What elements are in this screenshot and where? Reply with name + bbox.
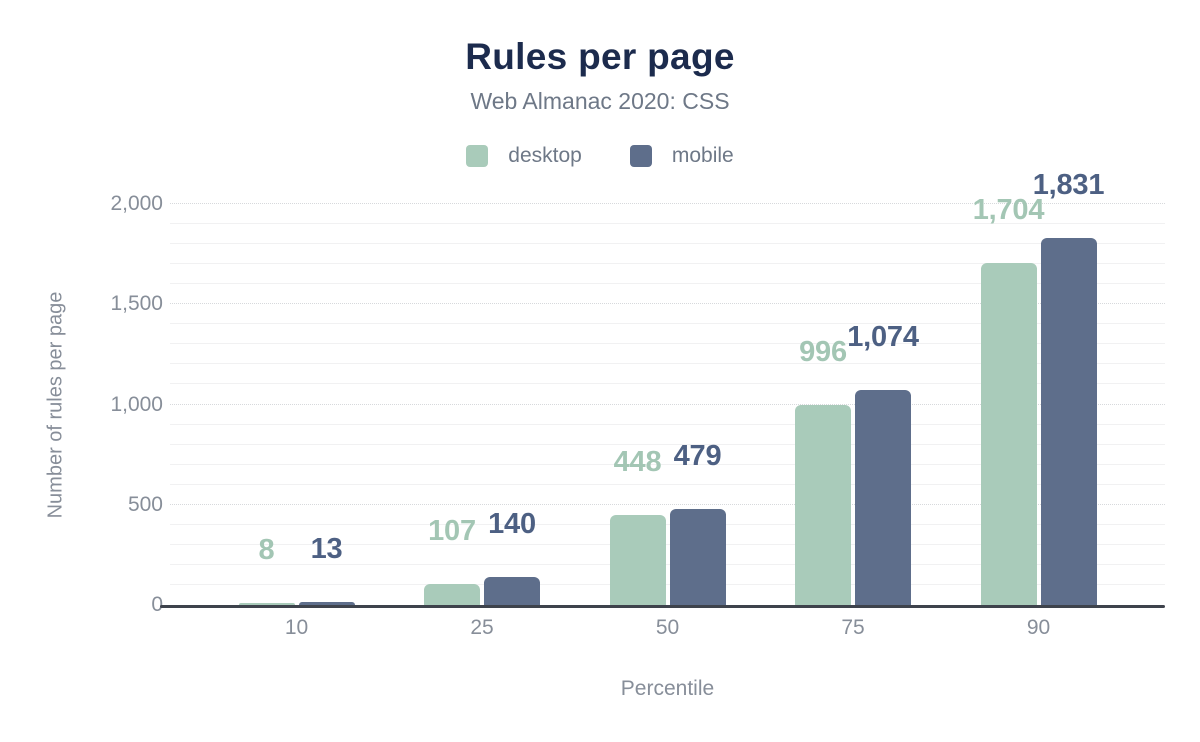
value-label-mobile-p90: 1,831 [1032,168,1105,201]
value-label-mobile-p10: 13 [310,533,343,566]
x-axis-line [160,605,1165,608]
minor-gridline [170,223,1165,225]
minor-gridline [170,523,1165,525]
x-tick-label: 25 [470,616,494,639]
bar-desktop-p10[interactable] [238,603,295,605]
x-tick-label: 50 [655,616,680,639]
minor-gridline [170,243,1165,245]
x-axis-title: Percentile [620,677,715,700]
minor-gridline [170,563,1165,565]
value-label-mobile-p75: 1,074 [847,320,919,353]
bar-mobile-p25[interactable] [484,576,540,605]
minor-gridline [170,543,1165,545]
y-tick-label: 0 [151,593,163,616]
bar-mobile-p50[interactable] [669,508,726,605]
minor-gridline [170,283,1165,285]
value-label-desktop-p75: 996 [799,336,847,369]
bar-desktop-p50[interactable] [609,515,666,605]
plot-area: 8 13 107 140 448 479 996 1,074 1,704 1,831 [170,170,1165,605]
bar-desktop-p90[interactable] [980,263,1037,605]
bar-desktop-p25[interactable] [424,583,480,605]
major-gridline [170,303,1165,305]
minor-gridline [170,463,1165,465]
y-tick-label: 1,500 [110,292,163,316]
bar-mobile-p90[interactable] [1040,237,1097,605]
legend: desktop mobile [0,142,1200,170]
chart-subtitle: Web Almanac 2020: CSS [470,88,730,114]
x-tick-label: 75 [841,616,865,639]
minor-gridline [170,483,1165,485]
value-label-desktop-p50: 448 [613,446,662,479]
legend-swatch-desktop [466,145,489,167]
value-label-desktop-p90: 1,704 [972,194,1045,227]
y-tick-label: 2,000 [110,192,163,215]
value-label-mobile-p50: 479 [673,439,722,472]
value-label-mobile-p25: 140 [488,507,536,540]
bar-mobile-p75[interactable] [855,389,911,605]
minor-gridline [170,423,1165,425]
bar-mobile-p10[interactable] [298,602,355,605]
value-label-desktop-p10: 8 [258,534,275,567]
legend-item-mobile[interactable]: mobile [629,144,734,168]
value-label-desktop-p25: 107 [428,514,476,547]
legend-swatch-mobile [629,145,652,167]
bar-desktop-p75[interactable] [795,405,851,605]
y-tick-label: 500 [127,492,163,516]
minor-gridline [170,323,1165,325]
minor-gridline [170,363,1165,365]
minor-gridline [170,263,1165,265]
chart-title: Rules per page [465,36,735,77]
major-gridline [170,203,1165,204]
minor-gridline [170,343,1165,345]
x-tick-label: 10 [284,616,309,639]
legend-label: desktop [508,144,582,167]
legend-item-desktop[interactable]: desktop [466,144,582,168]
major-gridline [170,503,1165,505]
y-tick-label: 1,000 [110,392,163,416]
x-tick-label: 90 [1026,616,1051,639]
minor-gridline [170,383,1165,385]
major-gridline [170,403,1165,405]
legend-label: mobile [671,144,734,167]
minor-gridline [170,443,1165,445]
minor-gridline [170,583,1165,585]
